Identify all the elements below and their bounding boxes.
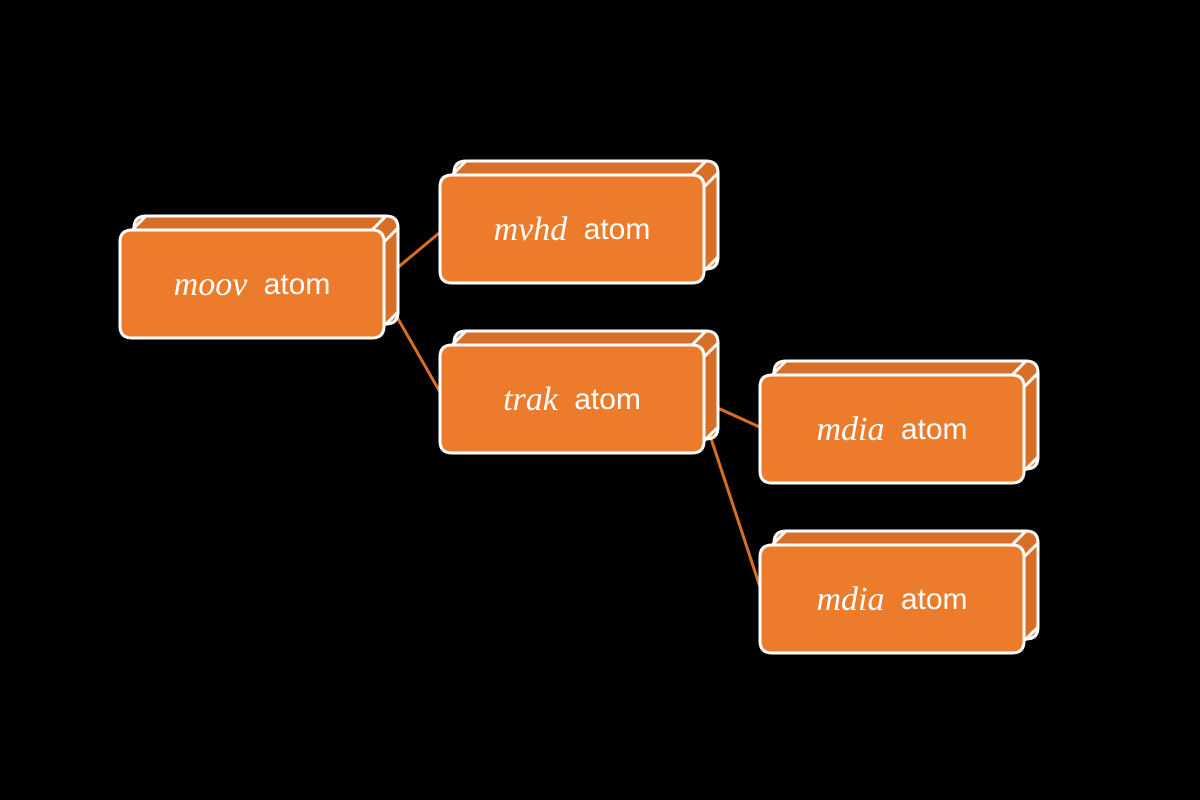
node-front-face [440,175,704,283]
node-word-text: atom [892,413,967,446]
node-top-wall [772,361,1026,375]
node-word-text: atom [892,583,967,616]
node-right-wall [384,228,398,326]
node-code-text: trak [503,381,559,418]
node-code-text: mdia [816,411,884,448]
node-top-wall [452,331,706,345]
nodes-layer: moov atommvhd atomtrak atommdia atommdia… [120,161,1038,653]
node-label: mdia atom [816,411,967,448]
node-top-wall [772,531,1026,545]
node-mdia2: mdia atom [760,531,1038,653]
atom-tree-diagram: moov atommvhd atomtrak atommdia atommdia… [0,0,1200,800]
node-right-wall [704,173,718,271]
node-word-text: atom [575,213,650,246]
node-mdia1: mdia atom [760,361,1038,483]
node-right-wall [1024,543,1038,641]
node-top-wall [132,216,386,230]
node-trak: trak atom [440,331,718,453]
node-word-text: atom [255,268,330,301]
node-code-text: mdia [816,581,884,618]
node-front-face [120,230,384,338]
node-code-text: mvhd [494,211,569,248]
node-top-wall [452,161,706,175]
node-mvhd: mvhd atom [440,161,718,283]
node-label: trak atom [503,381,641,418]
node-right-wall [704,343,718,441]
node-right-wall [1024,373,1038,471]
node-code-text: moov [174,266,249,303]
node-label: mdia atom [816,581,967,618]
node-moov: moov atom [120,216,398,338]
node-word-text: atom [566,383,641,416]
